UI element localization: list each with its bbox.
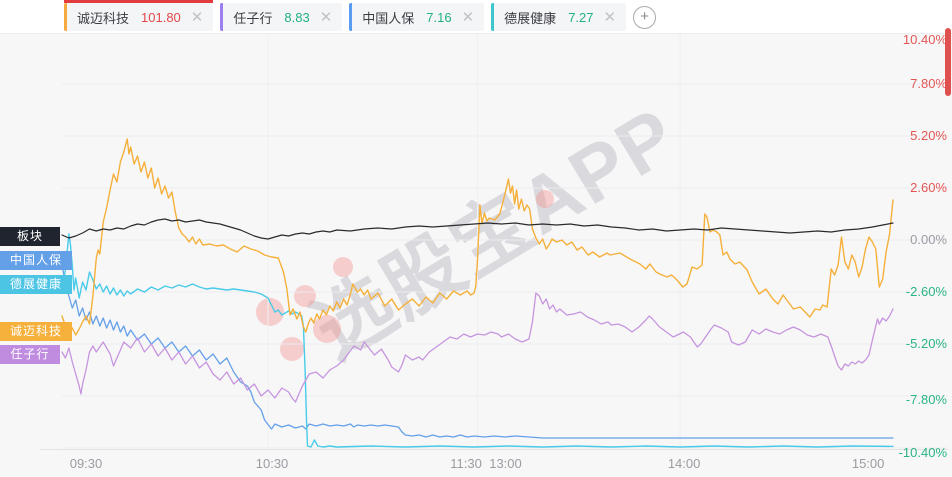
tab-dezhan-jiankang[interactable]: 德展健康 7.27 ✕	[491, 3, 627, 31]
watermark-dot	[536, 190, 554, 208]
close-tab-icon[interactable]: ✕	[319, 8, 333, 26]
tab-stock-price: 7.16	[426, 9, 452, 25]
legend-badge-板块: 板块	[0, 227, 60, 246]
watermark-dot	[333, 257, 353, 277]
y-axis-tick: 2.60%	[910, 180, 947, 195]
x-axis-tick: 15:00	[851, 456, 885, 471]
legend-badge-任子行: 任子行	[0, 345, 60, 364]
series-line-德展健康	[61, 233, 894, 448]
comparison-chart[interactable]: 选股宝APP 10.40% 7.80% 5.20% 2.60% 0.00% -2.60% -…	[0, 33, 952, 477]
tab-stock-name: 中国人保	[362, 10, 415, 26]
tab-stock-name: 德展健康	[504, 10, 557, 26]
chart-canvas	[40, 33, 948, 450]
add-stock-button[interactable]: +	[633, 6, 657, 29]
tab-stock-price: 7.27	[568, 9, 594, 25]
y-axis-tick: -7.80%	[905, 392, 947, 407]
tab-zhongguo-renbao[interactable]: 中国人保 7.16 ✕	[349, 3, 485, 31]
tab-accent-bar	[220, 3, 224, 31]
watermark-dot	[313, 315, 341, 343]
tab-stock-price: 101.80	[141, 9, 181, 25]
stock-tabs: 诚迈科技 101.80 ✕ 任子行 8.83 ✕ 中国人保 7.16 ✕ 德展健…	[64, 0, 657, 31]
x-axis-tick: 09:30	[69, 456, 103, 471]
y-axis-tick: -2.60%	[905, 284, 947, 299]
scrollbar-thumb[interactable]	[945, 28, 951, 96]
tab-renzixing[interactable]: 任子行 8.83 ✕	[220, 3, 343, 31]
close-tab-icon[interactable]: ✕	[461, 8, 475, 26]
series-line-板块	[61, 218, 894, 240]
series-line-诚迈科技	[61, 138, 894, 336]
legend-badge-德展健康: 德展健康	[0, 275, 72, 294]
legend-badge-中国人保: 中国人保	[0, 251, 72, 270]
y-axis-tick: -10.40%	[898, 445, 947, 460]
x-axis-tick: 10:30	[255, 456, 289, 471]
tab-stock-name: 诚迈科技	[77, 10, 130, 26]
y-axis-tick: 0.00%	[910, 232, 947, 247]
y-axis-tick: 5.20%	[910, 128, 947, 143]
y-axis-tick: 10.40%	[902, 32, 947, 47]
close-tab-icon[interactable]: ✕	[603, 8, 617, 26]
x-axis-tick: 13:00	[489, 456, 522, 471]
watermark-dot	[294, 285, 316, 307]
close-tab-icon[interactable]: ✕	[190, 8, 204, 26]
stock-tab-bar: 诚迈科技 101.80 ✕ 任子行 8.83 ✕ 中国人保 7.16 ✕ 德展健…	[0, 0, 952, 34]
tab-accent-bar	[64, 3, 67, 31]
legend-badge-诚迈科技: 诚迈科技	[0, 322, 72, 341]
tab-accent-bar	[349, 3, 353, 31]
series-line-任子行	[61, 292, 894, 403]
tab-accent-bar	[491, 3, 495, 31]
y-axis-tick: -5.20%	[905, 336, 947, 351]
tab-chengmai-keji[interactable]: 诚迈科技 101.80 ✕	[64, 0, 214, 31]
x-axis-tick: 14:00	[667, 456, 701, 471]
watermark-dot	[280, 337, 304, 361]
y-axis-tick: 7.80%	[910, 76, 947, 91]
series-line-中国人保	[61, 263, 894, 439]
tab-stock-name: 任子行	[233, 10, 273, 26]
x-axis-tick: 11:30	[450, 456, 482, 471]
tab-stock-price: 8.83	[284, 9, 310, 25]
